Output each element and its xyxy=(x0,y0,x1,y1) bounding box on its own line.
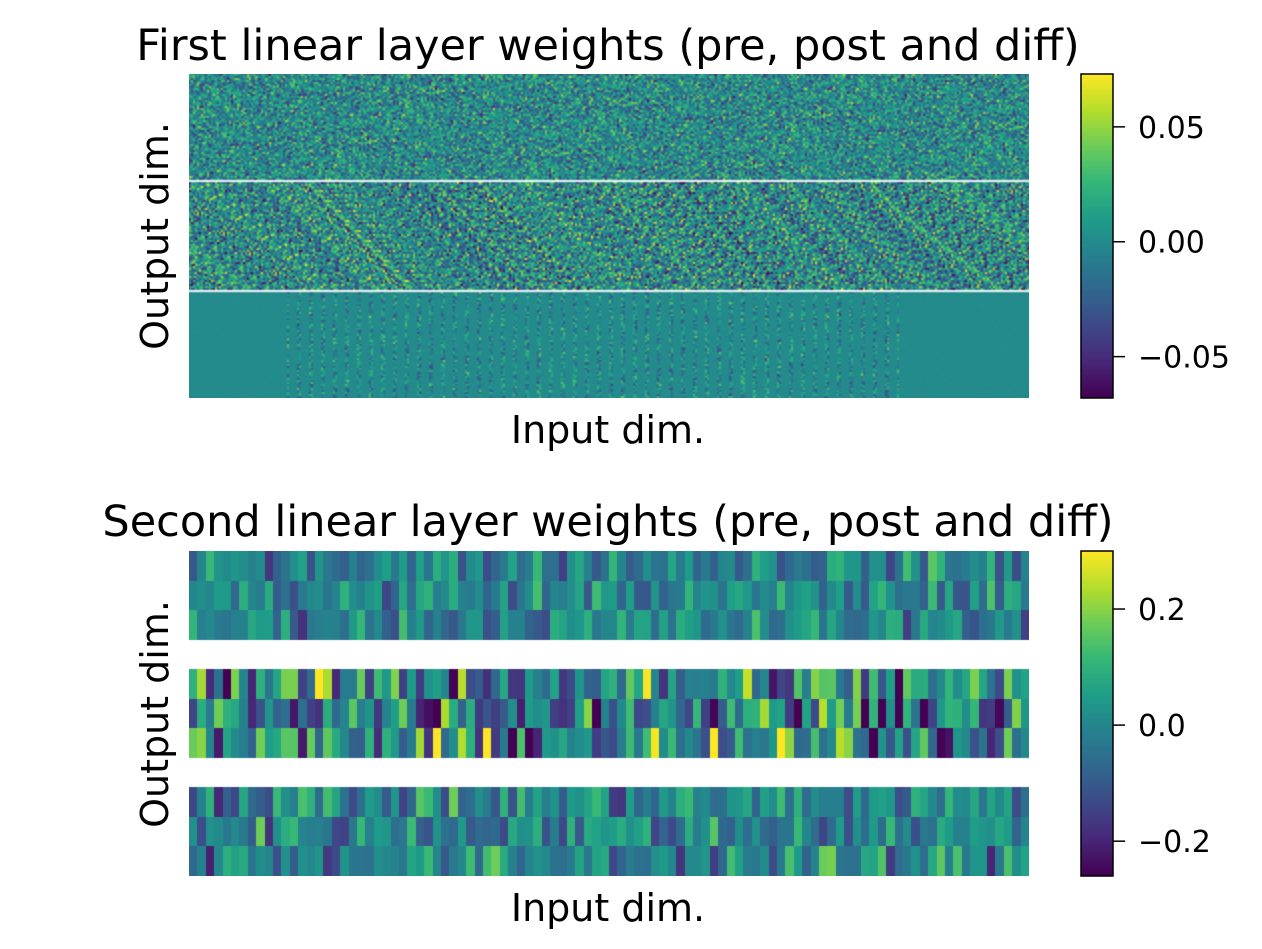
chart2-colorbar-tick-label: 0.0 xyxy=(1138,709,1186,744)
chart1-colorbar-tick-label: −0.05 xyxy=(1138,341,1230,376)
chart1-colorbar-tick-label: 0.05 xyxy=(1138,111,1205,146)
chart1-colorbar-frame xyxy=(1080,73,1114,399)
chart2-colorbar-tick-label: −0.2 xyxy=(1138,825,1211,860)
chart1-ylabel: Output dim. xyxy=(133,122,177,350)
chart1-colorbar-gradient xyxy=(1081,74,1113,398)
chart-second-layer: Second linear layer weights (pre, post a… xyxy=(102,497,1210,930)
chart1-colorbar: 0.05 0.00 −0.05 xyxy=(1080,73,1230,399)
chart1-colorbar-tick-label: 0.00 xyxy=(1138,226,1205,261)
chart2-colorbar-gradient xyxy=(1081,551,1113,876)
chart2-title: Second linear layer weights (pre, post a… xyxy=(102,497,1113,547)
chart2-colorbar-tick-label: 0.2 xyxy=(1138,593,1186,628)
chart2-xlabel: Input dim. xyxy=(511,886,705,930)
chart1-xlabel: Input dim. xyxy=(511,408,705,452)
chart1-title: First linear layer weights (pre, post an… xyxy=(136,21,1079,71)
chart1-heatmap xyxy=(189,74,1029,398)
chart2-colorbar: 0.2 0.0 −0.2 xyxy=(1080,550,1211,877)
chart-first-layer: First linear layer weights (pre, post an… xyxy=(133,21,1230,452)
chart2-heatmap xyxy=(189,551,1029,876)
chart2-ylabel: Output dim. xyxy=(133,600,177,828)
chart2-colorbar-frame xyxy=(1080,550,1114,877)
